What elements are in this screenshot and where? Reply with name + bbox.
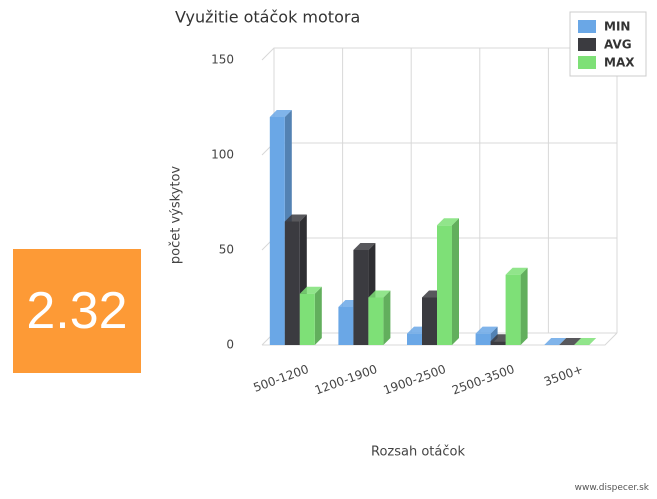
bar	[284, 221, 300, 345]
bar-side	[452, 218, 459, 345]
y-tick-label: 0	[226, 338, 234, 352]
x-tick-label: 1200-1900	[313, 362, 379, 398]
bar-top	[559, 338, 582, 345]
bar	[475, 333, 491, 345]
x-tick-label: 500-1200	[251, 362, 310, 395]
bar-top	[437, 218, 459, 226]
bar-top	[299, 286, 322, 294]
x-axis-label: Rozsah otáčok	[371, 445, 465, 460]
bar-top	[574, 338, 597, 345]
bar-top	[475, 326, 498, 334]
bar-top	[353, 243, 376, 250]
x-tick-label: 1900-2500	[381, 362, 447, 398]
legend-label: MAX	[604, 56, 635, 70]
y-axis-label: počet výskytov	[169, 166, 184, 265]
y-tick-label: 50	[219, 243, 234, 257]
bar	[368, 297, 384, 345]
bar	[407, 333, 422, 345]
bar	[490, 341, 506, 345]
legend-label: AVG	[604, 38, 632, 52]
footer: www.dispecer.sk	[574, 483, 649, 493]
bar-top	[505, 267, 528, 275]
bar	[269, 117, 285, 345]
x-tick-label: 2500-3500	[450, 362, 516, 398]
bar-side	[314, 286, 322, 345]
legend: MIN AVG MAX	[569, 11, 647, 77]
y-tick-label: 150	[211, 53, 234, 67]
bar	[338, 307, 354, 345]
legend-label: MIN	[604, 20, 630, 34]
score-badge: 2.32	[13, 249, 141, 373]
y-tick-label: 100	[211, 148, 234, 162]
bar-top	[269, 110, 292, 117]
legend-swatch	[578, 20, 596, 33]
chart-title: Využitie otáčok motora	[175, 8, 360, 27]
bar	[353, 250, 369, 345]
bar	[299, 293, 315, 345]
legend-swatch	[578, 56, 596, 69]
bar-side	[383, 290, 391, 345]
bar	[422, 297, 437, 345]
legend-swatch	[578, 38, 596, 51]
bar	[505, 274, 521, 345]
bar-top	[368, 290, 391, 298]
bar-top	[284, 214, 307, 222]
bar	[437, 225, 452, 345]
grid-line	[261, 47, 617, 61]
bar-top	[544, 338, 567, 345]
x-tick-label: 3500+	[542, 362, 585, 389]
bar-side	[520, 267, 528, 345]
grid-line	[261, 142, 617, 156]
